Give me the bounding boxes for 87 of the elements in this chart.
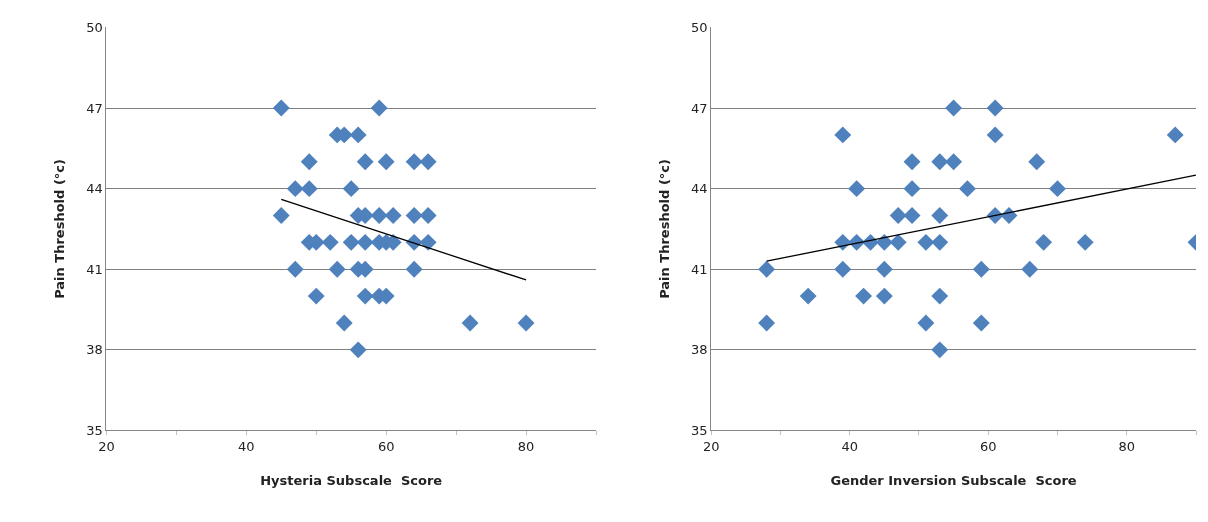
point	[1076, 233, 1094, 251]
point	[931, 287, 949, 305]
point	[405, 260, 423, 278]
y-tick-label: 41	[86, 261, 103, 277]
point	[384, 207, 402, 224]
point	[342, 180, 360, 198]
point	[328, 260, 346, 278]
point	[834, 260, 852, 278]
x-tick-label: 40	[841, 439, 858, 455]
point	[419, 233, 437, 251]
point	[356, 287, 374, 305]
point	[945, 153, 963, 171]
point	[903, 153, 921, 171]
point	[917, 314, 935, 332]
point	[855, 287, 873, 305]
y-axis-title: Pain Threshold (°c)	[657, 159, 672, 299]
point	[903, 180, 921, 198]
point	[834, 126, 852, 144]
point	[972, 314, 990, 332]
point	[405, 207, 423, 224]
point	[377, 153, 395, 171]
point	[335, 314, 353, 332]
y-tick-label: 44	[691, 181, 708, 197]
point	[356, 153, 374, 171]
y-tick-label: 47	[691, 100, 708, 116]
point	[342, 233, 360, 251]
point	[272, 99, 290, 117]
point	[903, 207, 921, 224]
point	[419, 207, 437, 224]
x-tick-label: 80	[517, 439, 535, 455]
y-tick-label: 38	[691, 342, 708, 358]
point	[370, 207, 388, 224]
point	[1049, 180, 1066, 198]
point	[461, 314, 479, 332]
y-tick-label: 44	[86, 181, 103, 197]
point	[349, 126, 367, 144]
y-tick-label: 41	[691, 261, 708, 277]
y-tick-label: 35	[86, 423, 103, 439]
x-tick-label: 80	[1118, 439, 1136, 455]
point	[419, 153, 437, 171]
point	[307, 287, 325, 305]
point	[931, 341, 949, 359]
point	[945, 99, 963, 117]
point	[356, 233, 374, 251]
x-tick-label: 60	[377, 439, 395, 455]
point	[931, 207, 949, 224]
point	[986, 126, 1004, 144]
y-tick-label: 50	[86, 19, 103, 35]
point	[1021, 260, 1039, 278]
point	[959, 180, 976, 198]
point	[300, 153, 318, 171]
y-tick-label: 50	[691, 19, 708, 35]
x-axis-title: Gender Inversion Subscale Score	[830, 472, 1077, 488]
point	[875, 260, 893, 278]
x-tick-label: 20	[98, 439, 115, 455]
point	[931, 233, 949, 251]
point	[286, 180, 304, 198]
point	[272, 207, 290, 224]
y-tick-label: 47	[86, 100, 103, 116]
point	[889, 207, 907, 224]
point	[799, 287, 817, 305]
point	[321, 233, 339, 251]
x-tick-label: 40	[238, 439, 255, 455]
point	[848, 180, 866, 198]
x-tick-label: 60	[979, 439, 997, 455]
point	[405, 153, 423, 171]
point	[758, 314, 776, 332]
point	[931, 153, 949, 171]
point	[300, 180, 318, 198]
x-axis-title: Hysteria Subscale Score	[260, 472, 443, 488]
point	[1028, 153, 1046, 171]
y-tick-label: 38	[86, 342, 103, 358]
point	[917, 233, 935, 251]
y-axis-title: Pain Threshold (°c)	[52, 159, 68, 299]
point	[972, 260, 990, 278]
point	[286, 260, 304, 278]
point	[875, 287, 893, 305]
x-tick-label: 20	[702, 439, 720, 455]
point	[370, 99, 388, 117]
point	[986, 99, 1004, 117]
point	[349, 341, 367, 359]
point	[1166, 126, 1184, 144]
point	[1035, 233, 1053, 251]
point	[889, 233, 907, 251]
point	[758, 260, 776, 278]
y-tick-label: 35	[691, 423, 708, 439]
point	[517, 314, 535, 332]
